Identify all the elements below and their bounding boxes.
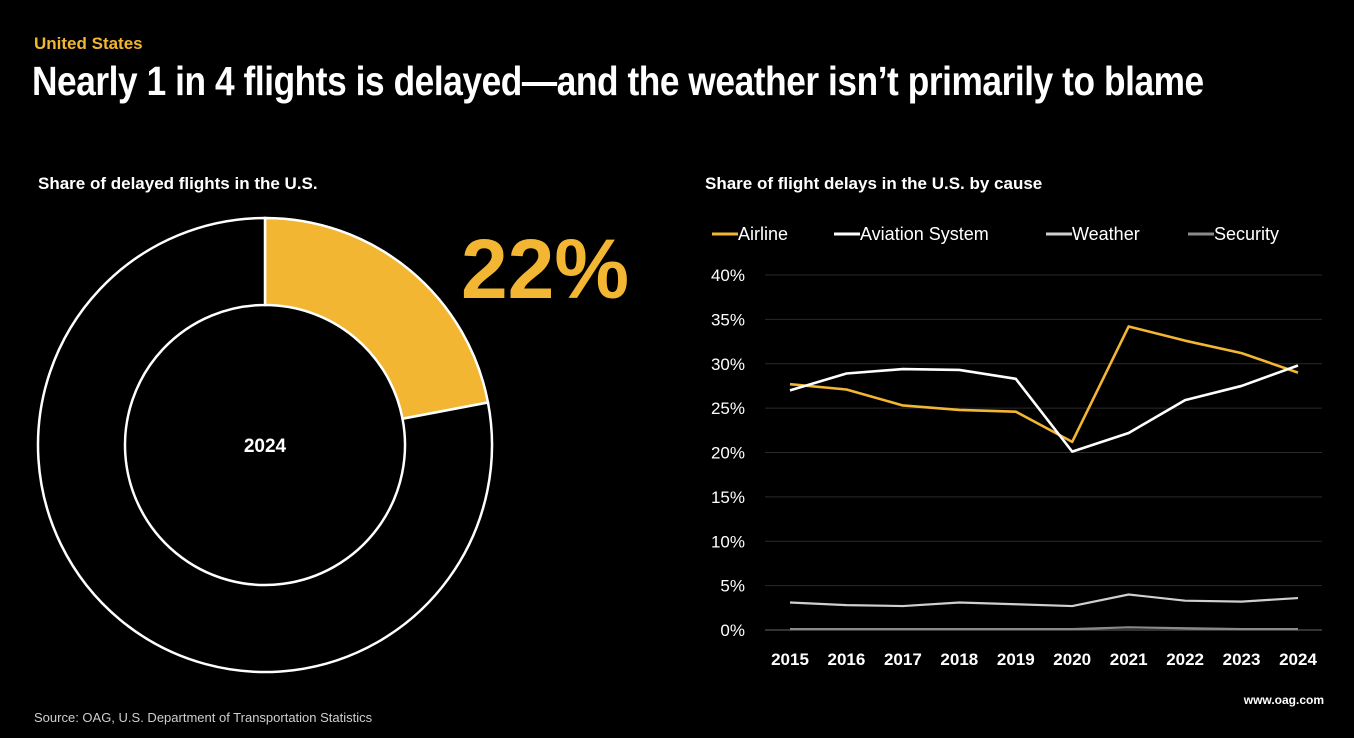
x-tick-label: 2023: [1223, 650, 1261, 669]
site-url: www.oag.com: [1243, 693, 1324, 707]
x-tick-label: 2020: [1053, 650, 1091, 669]
x-tick-label: 2024: [1279, 650, 1317, 669]
y-tick-label: 20%: [711, 444, 745, 463]
y-tick-label: 25%: [711, 399, 745, 418]
line-chart-title: Share of flight delays in the U.S. by ca…: [705, 174, 1043, 193]
donut-callout-value: 22%: [461, 222, 629, 316]
x-tick-label: 2015: [771, 650, 809, 669]
donut-center-label: 2024: [244, 436, 287, 457]
legend-label: Security: [1214, 224, 1279, 244]
series-line-weather: [789, 593, 1299, 608]
y-tick-label: 10%: [711, 532, 745, 551]
page-title: Nearly 1 in 4 flights is delayed—and the…: [32, 58, 1204, 104]
x-tick-label: 2017: [884, 650, 922, 669]
kicker: United States: [34, 34, 143, 53]
y-tick-label: 0%: [720, 621, 745, 640]
y-tick-label: 15%: [711, 488, 745, 507]
x-tick-label: 2022: [1166, 650, 1204, 669]
legend-label: Aviation System: [860, 224, 989, 244]
y-tick-label: 35%: [711, 310, 745, 329]
x-tick-label: 2016: [828, 650, 866, 669]
series-line-security: [790, 626, 1298, 631]
x-tick-label: 2018: [940, 650, 978, 669]
donut-slice-delayed: [263, 216, 490, 421]
y-tick-label: 40%: [711, 266, 745, 285]
y-tick-label: 30%: [711, 355, 745, 374]
series-line-airline: [789, 325, 1299, 444]
legend-label: Weather: [1072, 224, 1140, 244]
donut-slice-not-delayed: [36, 216, 494, 674]
y-tick-label: 5%: [720, 577, 745, 596]
x-tick-label: 2021: [1110, 650, 1148, 669]
x-tick-label: 2019: [997, 650, 1035, 669]
series-line-aviation-system: [789, 364, 1299, 453]
source-note: Source: OAG, U.S. Department of Transpor…: [34, 710, 373, 725]
legend-label: Airline: [738, 224, 788, 244]
donut-chart-title: Share of delayed flights in the U.S.: [38, 174, 318, 193]
